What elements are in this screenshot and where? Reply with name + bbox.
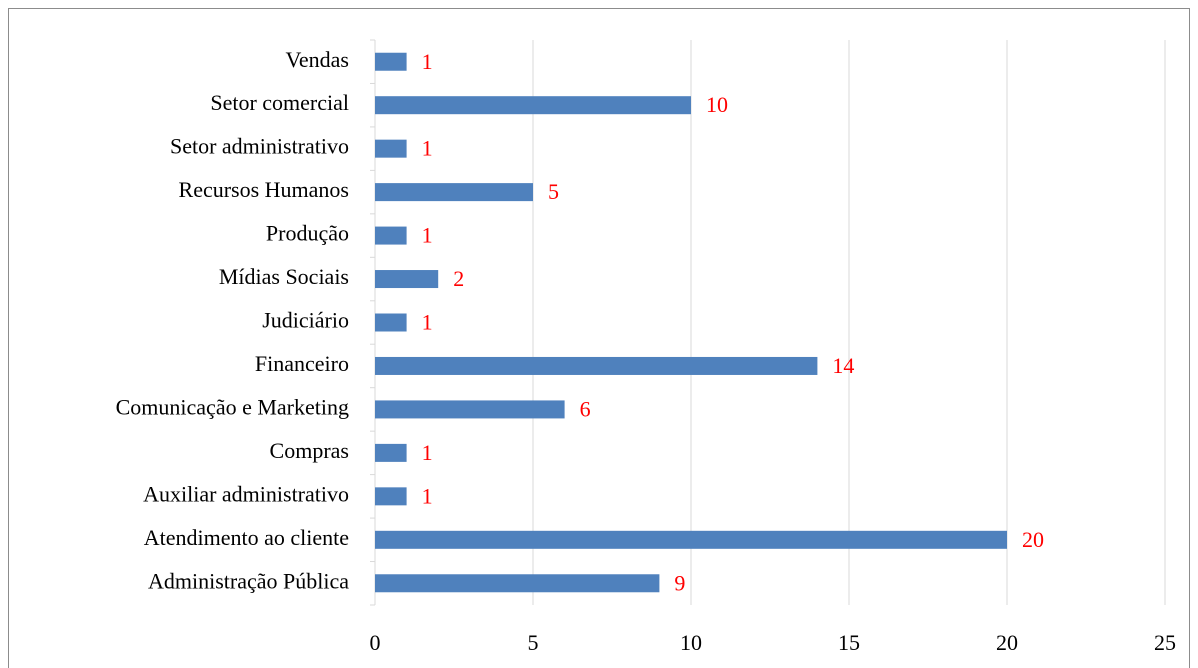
- bar: [375, 270, 439, 289]
- bar: [375, 183, 533, 202]
- bar: [375, 356, 818, 375]
- y-tick-label: Comunicação e Marketing: [116, 394, 349, 419]
- value-label: 1: [422, 49, 433, 74]
- y-tick-label: Compras: [270, 438, 349, 463]
- x-tick-label: 25: [1154, 630, 1176, 655]
- value-label: 9: [674, 570, 685, 595]
- y-tick-label: Produção: [266, 221, 349, 246]
- value-label: 10: [706, 92, 728, 117]
- bar: [375, 226, 407, 245]
- value-label: 20: [1022, 527, 1044, 552]
- y-tick-label: Setor administrativo: [170, 134, 349, 159]
- x-tick-label: 10: [680, 630, 702, 655]
- y-tick-label: Atendimento ao cliente: [144, 525, 349, 550]
- y-tick-label: Financeiro: [255, 351, 349, 376]
- value-label: 1: [422, 310, 433, 335]
- value-label: 6: [580, 396, 591, 421]
- value-label: 1: [422, 223, 433, 248]
- bar: [375, 530, 1007, 549]
- bar: [375, 313, 407, 332]
- bar: [375, 139, 407, 158]
- value-label: 14: [832, 353, 854, 378]
- y-tick-label: Auxiliar administrativo: [143, 481, 349, 506]
- value-label: 1: [422, 483, 433, 508]
- bar: [375, 400, 565, 419]
- bar: [375, 96, 691, 115]
- bar: [375, 443, 407, 462]
- y-tick-label: Administração Pública: [148, 568, 349, 593]
- bar: [375, 487, 407, 506]
- value-label: 2: [453, 266, 464, 291]
- chart-border: [8, 8, 1190, 668]
- x-tick-label: 15: [838, 630, 860, 655]
- value-label: 5: [548, 179, 559, 204]
- bar: [375, 52, 407, 71]
- x-tick-label: 0: [370, 630, 381, 655]
- y-tick-label: Setor comercial: [210, 90, 349, 115]
- y-tick-label: Vendas: [285, 47, 349, 72]
- y-tick-label: Mídias Sociais: [219, 264, 349, 289]
- bar: [375, 574, 660, 593]
- value-label: 1: [422, 440, 433, 465]
- x-tick-label: 20: [996, 630, 1018, 655]
- x-tick-label: 5: [528, 630, 539, 655]
- value-label: 1: [422, 136, 433, 161]
- y-tick-label: Judiciário: [262, 308, 349, 333]
- y-tick-label: Recursos Humanos: [179, 177, 349, 202]
